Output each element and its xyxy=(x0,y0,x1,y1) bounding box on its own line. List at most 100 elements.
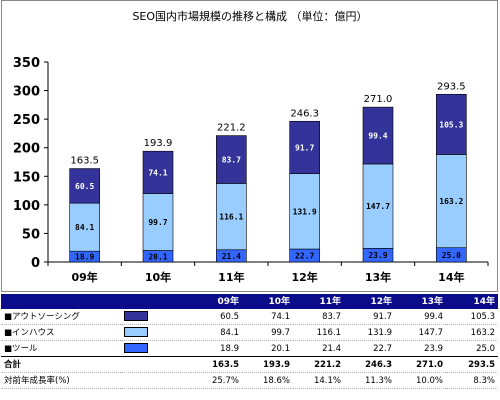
table-header-empty xyxy=(1,294,121,309)
bar-data-label: 131.9 xyxy=(293,207,317,216)
table-header-year: 14年 xyxy=(446,294,498,309)
legend-swatch xyxy=(124,311,148,321)
y-tick-label: 150 xyxy=(13,170,40,185)
bar-data-label: 99.4 xyxy=(368,132,387,141)
bar-segment xyxy=(289,120,320,174)
table-cell: 221.2 xyxy=(293,356,344,373)
y-tick-label: 250 xyxy=(13,113,40,128)
bar-data-label: 21.4 xyxy=(222,252,241,261)
table-header-year: 12年 xyxy=(344,294,395,309)
bar-segment xyxy=(69,202,100,252)
bar-chart: 0 50 100 150 200 250 300 350 18.9 84.1 60.5 163.5 09… xyxy=(13,56,489,284)
bar-segment xyxy=(362,106,394,165)
table-cell: 18.6% xyxy=(242,372,293,389)
bar-segment xyxy=(362,163,394,249)
bar-total-label: 246.3 xyxy=(290,108,319,119)
bar-data-label: 83.7 xyxy=(222,156,241,165)
bar-segment xyxy=(289,173,320,250)
table-cell: 246.3 xyxy=(344,356,395,373)
table-row-inhouse: ■インハウス 84.1 99.7 116.1 131.9 147.7 163.2 xyxy=(1,324,498,341)
bar-data-label: 23.9 xyxy=(368,251,387,260)
x-tick-label: 11年 xyxy=(218,270,244,284)
bar-segment xyxy=(142,150,174,194)
table-row-tool: ■ツール 18.9 20.1 21.4 22.7 23.9 25.0 xyxy=(1,340,498,357)
table-cell: 23.9 xyxy=(395,340,446,357)
y-tick-label: 50 xyxy=(22,227,40,242)
table-cell: 271.0 xyxy=(395,356,446,373)
row-label: 合計 xyxy=(1,356,121,373)
legend-swatch xyxy=(124,327,148,337)
bar-data-label: 22.7 xyxy=(295,252,314,261)
bar-data-label: 163.2 xyxy=(439,197,463,206)
x-tick-label: 10年 xyxy=(145,270,171,284)
legend-swatch-cell xyxy=(121,309,191,325)
table-cell: 18.9 xyxy=(191,340,242,357)
table-header-year: 09年 xyxy=(191,294,242,309)
bar-total-label: 293.5 xyxy=(437,81,466,92)
bar-data-label: 116.1 xyxy=(219,213,243,222)
table-cell: 60.5 xyxy=(191,309,242,325)
bar-segment xyxy=(69,168,100,204)
table-cell: 83.7 xyxy=(293,309,344,325)
table-cell: 10.0% xyxy=(395,372,446,389)
bar-data-label: 20.1 xyxy=(148,252,167,261)
table-cell: 21.4 xyxy=(293,340,344,357)
table-cell: 193.9 xyxy=(242,356,293,373)
bar-total-label: 193.9 xyxy=(144,138,173,149)
bar-total-label: 221.2 xyxy=(217,123,246,134)
table-cell: 147.7 xyxy=(395,324,446,341)
x-tick-label: 09年 xyxy=(72,270,98,284)
bar-segment xyxy=(142,193,174,251)
bar-data-label: 60.5 xyxy=(75,182,94,191)
bar-data-label: 25.0 xyxy=(442,251,461,260)
bar-data-label: 105.3 xyxy=(439,120,463,129)
table-cell: 105.3 xyxy=(446,309,498,325)
y-tick-label: 300 xyxy=(13,85,40,100)
table-cell: 11.3% xyxy=(344,372,395,389)
row-label: 対前年成長率(%) xyxy=(1,372,121,389)
x-tick-label: 13年 xyxy=(365,270,391,284)
bar-total-label: 271.0 xyxy=(364,94,393,105)
table-header-row: 09年 10年 11年 12年 13年 14年 xyxy=(1,294,498,309)
legend-swatch xyxy=(124,343,148,353)
legend-swatch-cell xyxy=(121,340,191,357)
table-cell: 25.7% xyxy=(191,372,242,389)
table-row-outsourcing: ■アウトソーシング 60.5 74.1 83.7 91.7 99.4 105.3 xyxy=(1,309,498,325)
table-cell: 99.4 xyxy=(395,309,446,325)
bar-segment xyxy=(216,183,247,251)
bar-data-label: 147.7 xyxy=(366,202,390,211)
row-label: ■アウトソーシング xyxy=(1,309,121,325)
table-cell: 14.1% xyxy=(293,372,344,389)
bar-segment xyxy=(436,154,467,249)
y-tick-label: 0 xyxy=(31,256,40,271)
y-tick-label: 350 xyxy=(13,56,40,71)
bar-total-label: 163.5 xyxy=(70,156,99,167)
row-label: ■ツール xyxy=(1,340,121,357)
table-cell: 91.7 xyxy=(344,309,395,325)
table-header-year: 10年 xyxy=(242,294,293,309)
bar-data-label: 99.7 xyxy=(148,218,167,227)
table-cell: 25.0 xyxy=(446,340,498,357)
bar-segment xyxy=(436,93,467,155)
chart-title: SEO国内市場規模の推移と構成 （単位：億円） xyxy=(132,10,368,23)
table-cell: 99.7 xyxy=(242,324,293,341)
x-tick-label: 14年 xyxy=(438,270,464,284)
table-row-growth: 対前年成長率(%) 25.7% 18.6% 14.1% 11.3% 10.0% … xyxy=(1,372,498,389)
legend-swatch-cell xyxy=(121,324,191,341)
table-cell: 8.3% xyxy=(446,372,498,389)
table-cell: 293.5 xyxy=(446,356,498,373)
row-label: ■インハウス xyxy=(1,324,121,341)
empty-cell xyxy=(121,372,191,389)
table-cell: 74.1 xyxy=(242,309,293,325)
table-header-swatch-empty xyxy=(121,294,191,309)
table-header-year: 11年 xyxy=(293,294,344,309)
table-cell: 131.9 xyxy=(344,324,395,341)
table-cell: 163.5 xyxy=(191,356,242,373)
bar-data-label: 84.1 xyxy=(75,223,94,232)
y-tick-label: 200 xyxy=(13,142,40,157)
bar-segment xyxy=(216,135,247,184)
x-tick-label: 12年 xyxy=(292,270,318,284)
y-tick-label: 100 xyxy=(13,199,40,214)
table-cell: 20.1 xyxy=(242,340,293,357)
